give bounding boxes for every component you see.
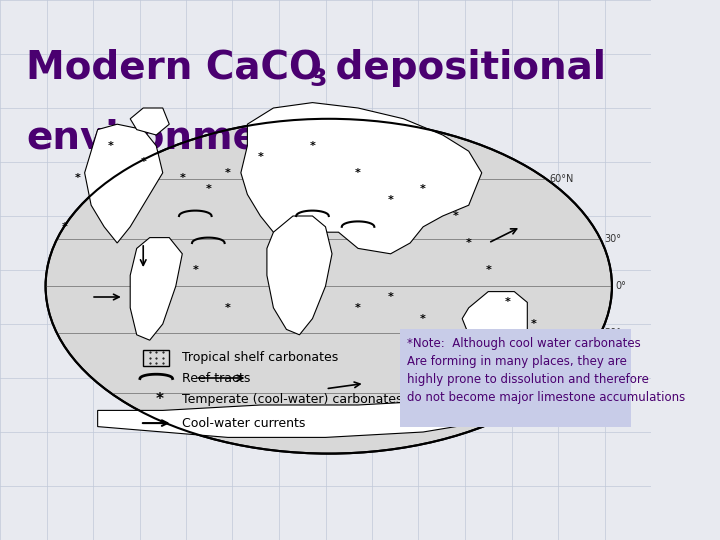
Text: *: * xyxy=(485,265,491,275)
Text: *: * xyxy=(505,298,510,307)
Text: *: * xyxy=(355,303,361,313)
Polygon shape xyxy=(462,292,527,346)
Text: *Note:  Although cool water carbonates
Are forming in many places, they are
high: *Note: Although cool water carbonates Ar… xyxy=(407,338,685,404)
Text: *: * xyxy=(420,314,426,323)
Text: *: * xyxy=(156,392,163,407)
Text: 60°S: 60°S xyxy=(549,388,572,399)
Text: *: * xyxy=(518,346,523,356)
Text: Tropical shelf carbonates: Tropical shelf carbonates xyxy=(182,351,338,364)
Polygon shape xyxy=(267,216,332,335)
Polygon shape xyxy=(130,108,169,135)
Text: *: * xyxy=(310,141,315,151)
Text: Cool-water currents: Cool-water currents xyxy=(182,416,306,430)
Text: *: * xyxy=(492,330,498,340)
Text: 60°N: 60°N xyxy=(549,174,574,184)
FancyBboxPatch shape xyxy=(400,329,631,427)
Polygon shape xyxy=(85,124,163,243)
Text: depositional: depositional xyxy=(323,49,606,86)
Text: *: * xyxy=(420,184,426,194)
Text: 30°: 30° xyxy=(604,328,621,338)
Text: Modern CaCO: Modern CaCO xyxy=(26,49,322,86)
Polygon shape xyxy=(130,238,182,340)
Text: *: * xyxy=(179,173,185,183)
Text: environments: environments xyxy=(26,119,328,157)
Text: *: * xyxy=(258,152,264,161)
Text: Reef tracts: Reef tracts xyxy=(182,372,251,385)
Text: *: * xyxy=(387,195,394,205)
Text: *: * xyxy=(453,211,459,221)
Text: *: * xyxy=(108,141,114,151)
Text: *: * xyxy=(192,265,198,275)
Text: *: * xyxy=(387,292,394,302)
Text: *: * xyxy=(225,168,231,178)
Text: 3: 3 xyxy=(309,68,327,91)
Text: *: * xyxy=(205,184,211,194)
Text: *: * xyxy=(531,319,536,329)
Polygon shape xyxy=(98,400,521,437)
Ellipse shape xyxy=(45,119,612,454)
Text: *: * xyxy=(466,238,472,248)
Text: *: * xyxy=(355,168,361,178)
Text: Temperate (cool-water) carbonates: Temperate (cool-water) carbonates xyxy=(182,393,402,406)
Polygon shape xyxy=(241,103,482,254)
Text: *: * xyxy=(140,157,146,167)
Text: 0°: 0° xyxy=(615,281,626,291)
Text: *: * xyxy=(75,173,81,183)
Text: *: * xyxy=(225,303,231,313)
Text: *: * xyxy=(62,222,68,232)
Text: 30°: 30° xyxy=(604,234,621,244)
